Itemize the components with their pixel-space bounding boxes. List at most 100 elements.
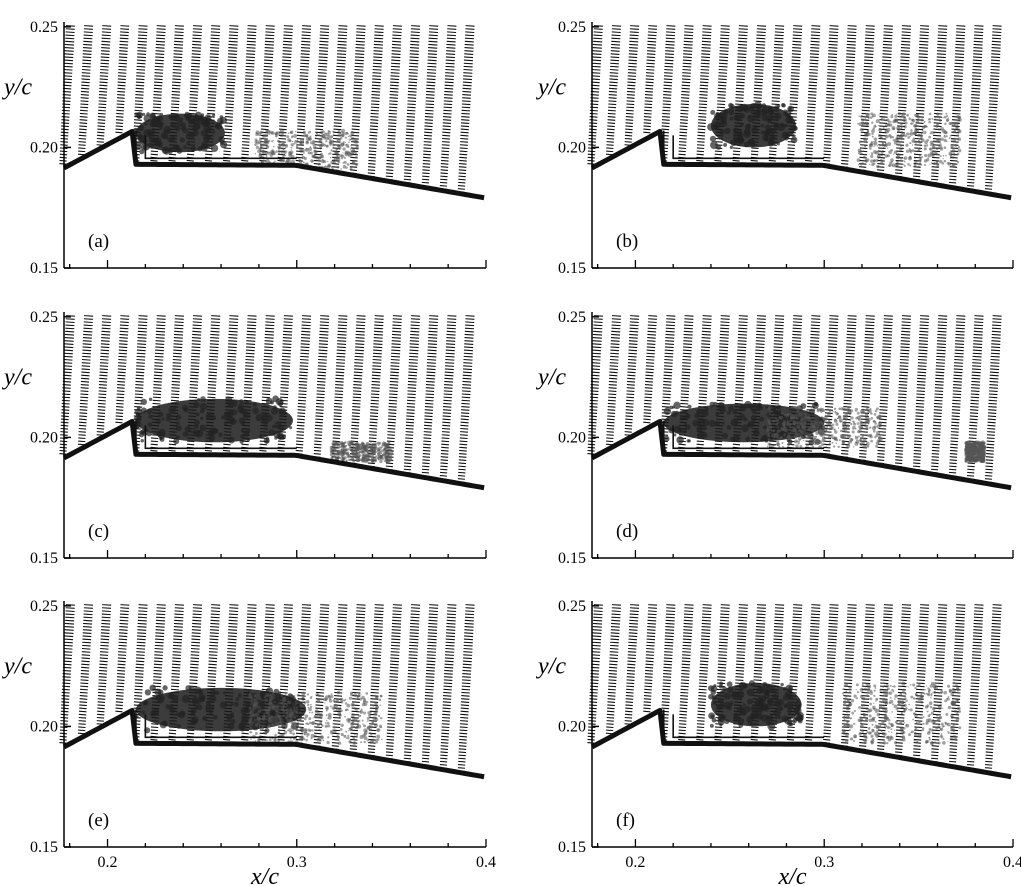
vector-arrow [426, 368, 436, 371]
vector-arrow [246, 53, 256, 55]
vector-arrow [117, 78, 126, 81]
vector-arrow [245, 358, 255, 361]
vector-arrow [735, 103, 744, 106]
speckle-dot [336, 155, 340, 159]
vector-arrow [465, 315, 475, 317]
speckle-dot [344, 136, 347, 139]
vector-arrow [679, 141, 687, 143]
speckle-dot [857, 122, 860, 125]
vector-arrow [135, 377, 144, 380]
vector-arrow [406, 405, 415, 408]
vector-arrow [847, 34, 857, 37]
dense-speck [768, 108, 773, 113]
vector-column [241, 25, 257, 162]
vector-arrow [589, 112, 598, 115]
vector-arrow [354, 62, 364, 65]
speckle-dot [343, 442, 346, 445]
vector-arrow [826, 90, 835, 93]
vector-arrow [628, 65, 637, 68]
vector-arrow [298, 380, 308, 383]
vector-arrow [134, 402, 143, 405]
vector-arrow [684, 28, 694, 30]
vector-arrow [210, 37, 220, 40]
speckle-dot [920, 132, 923, 134]
vector-arrow [769, 147, 777, 150]
vector-arrow [628, 68, 637, 71]
vector-arrow [370, 402, 379, 405]
vector-arrow [79, 119, 88, 121]
speckle-dot [864, 145, 867, 148]
vector-arrow [387, 421, 396, 424]
speckle-dot [874, 140, 877, 143]
vector-arrow [593, 40, 603, 43]
vector-arrow [403, 465, 412, 468]
vector-arrow [264, 47, 274, 49]
vector-arrow [732, 150, 741, 153]
vector-arrow [440, 172, 448, 175]
vector-arrow [135, 94, 144, 96]
vector-arrow [319, 47, 329, 49]
y-axis-title: y/c [536, 74, 566, 100]
vector-arrow [717, 103, 726, 106]
speckle-dot [887, 122, 890, 126]
speckle-dot [287, 132, 290, 134]
vector-arrow [823, 159, 831, 162]
vector-arrow [425, 393, 434, 396]
vector-arrow [387, 147, 395, 150]
speckle-dot [280, 143, 284, 146]
vector-arrow [423, 437, 432, 440]
vector-arrow [315, 415, 324, 418]
vector-arrow [79, 128, 87, 131]
vector-arrow [297, 112, 306, 115]
vector-arrow [226, 368, 236, 371]
vector-arrow [823, 153, 831, 156]
speckle-dot [923, 144, 927, 148]
speckle-dot [872, 127, 876, 130]
speckle-dot [858, 115, 860, 117]
vector-arrow [461, 103, 471, 106]
vector-arrow [719, 47, 729, 49]
vector-arrow [772, 87, 781, 90]
vector-arrow [735, 94, 744, 96]
speckle-dot [914, 157, 916, 159]
vector-arrow [186, 153, 195, 156]
vector-arrow [172, 362, 182, 364]
vector-arrow [82, 343, 92, 345]
speckle-dot [921, 138, 925, 142]
dense-speck [729, 116, 734, 121]
vector-column [77, 25, 94, 156]
vector-arrow [428, 337, 438, 339]
vector-arrow [296, 440, 304, 443]
vector-arrow [191, 56, 201, 59]
vector-arrow [78, 437, 86, 440]
vector-arrow [101, 34, 111, 37]
vector-arrow [971, 87, 981, 90]
vector-arrow [353, 84, 363, 87]
vector-arrow [772, 78, 782, 81]
speckle-dot [377, 456, 382, 461]
speckle-dot [273, 153, 276, 155]
vector-column [367, 315, 384, 468]
vector-arrow [895, 169, 903, 171]
speckle-dot [378, 446, 382, 450]
vector-arrow [247, 315, 257, 317]
vector-arrow [280, 90, 290, 93]
vector-arrow [409, 343, 419, 345]
vector-arrow [937, 40, 947, 43]
dense-speck [774, 112, 782, 120]
vector-arrow [750, 153, 759, 156]
vector-arrow [259, 449, 267, 452]
vector-arrow [457, 474, 466, 477]
speckle-dot [857, 150, 862, 155]
vector-arrow [118, 362, 127, 364]
vector-arrow [968, 150, 977, 153]
dense-speck [175, 421, 180, 426]
vector-arrow [82, 349, 92, 352]
vector-arrow [646, 59, 655, 62]
vector-arrow [261, 115, 270, 118]
vector-arrow [933, 134, 941, 137]
vector-arrow [173, 346, 183, 349]
vector-arrow [171, 90, 181, 93]
vector-arrow [173, 47, 183, 49]
speckle-dot [933, 132, 935, 134]
